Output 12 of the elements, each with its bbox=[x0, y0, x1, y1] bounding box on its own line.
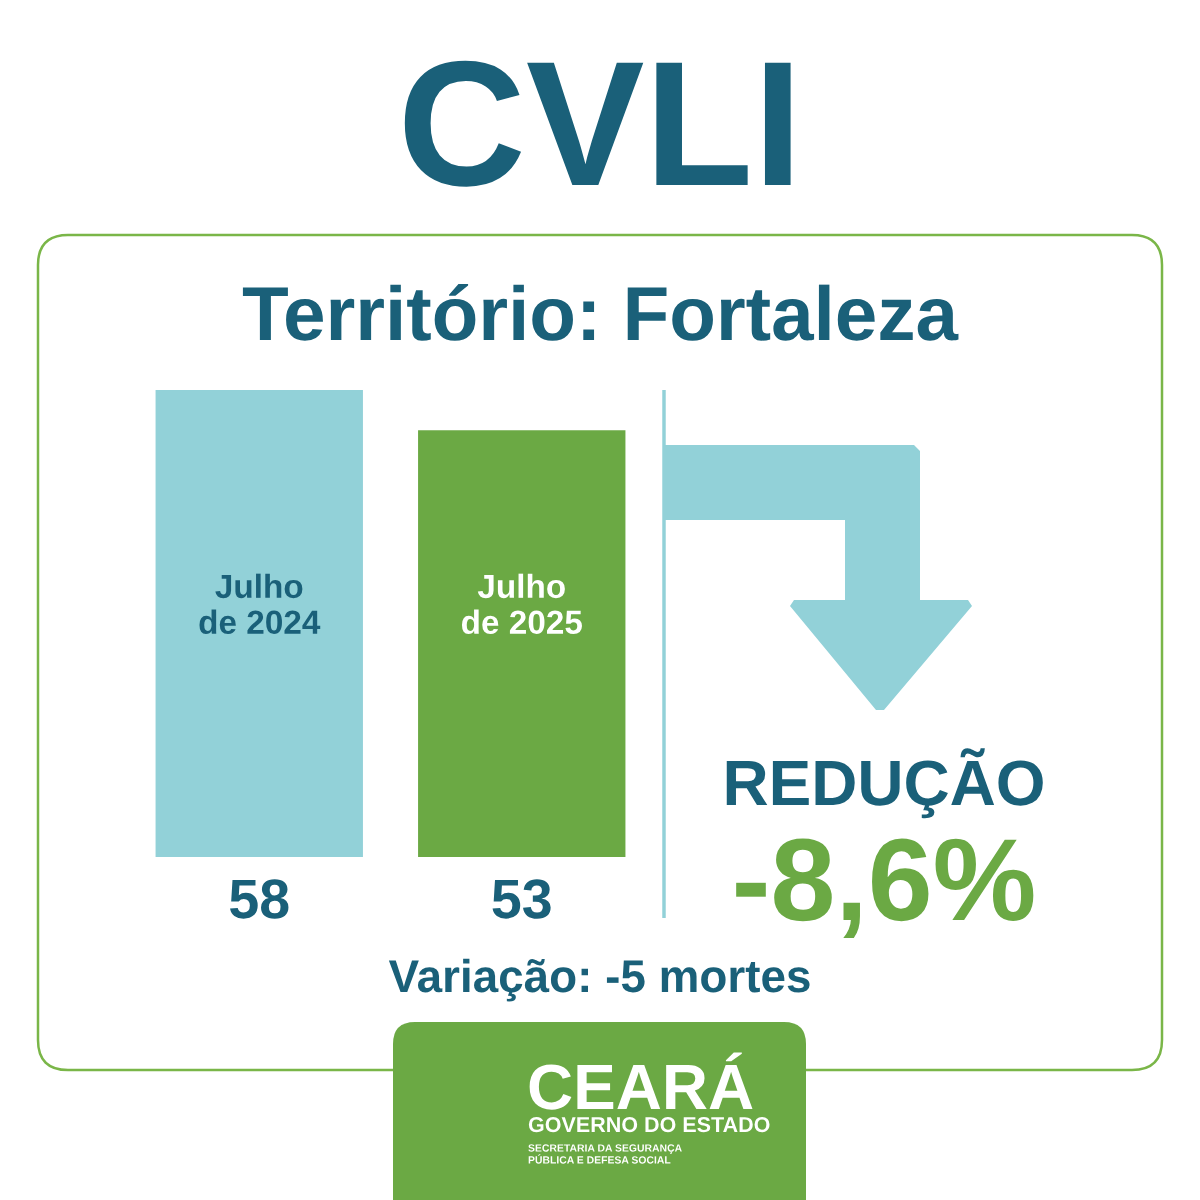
chart-title: CVLI bbox=[404, 60, 791, 187]
text: -8,6% bbox=[736, 838, 1034, 939]
text: Variação: -5 mortes bbox=[388, 958, 810, 1002]
x-tick-label: Julho de 2025 bbox=[461, 573, 582, 635]
text: SECRETARIA DA SEGURANÇA PÚBLICA E DEFESA SOCIAL bbox=[528, 1144, 682, 1164]
text: REDUÇÃO bbox=[726, 748, 1043, 819]
x-tick-label: Julho de 2024 bbox=[199, 573, 321, 635]
data-label: 53 bbox=[492, 879, 551, 919]
text: CEARÁ bbox=[529, 1052, 753, 1110]
text: GOVERNO DO ESTADO bbox=[528, 1116, 770, 1133]
data-label: 58 bbox=[230, 879, 289, 919]
chart-subtitle: Território: Fortaleza bbox=[242, 283, 959, 341]
